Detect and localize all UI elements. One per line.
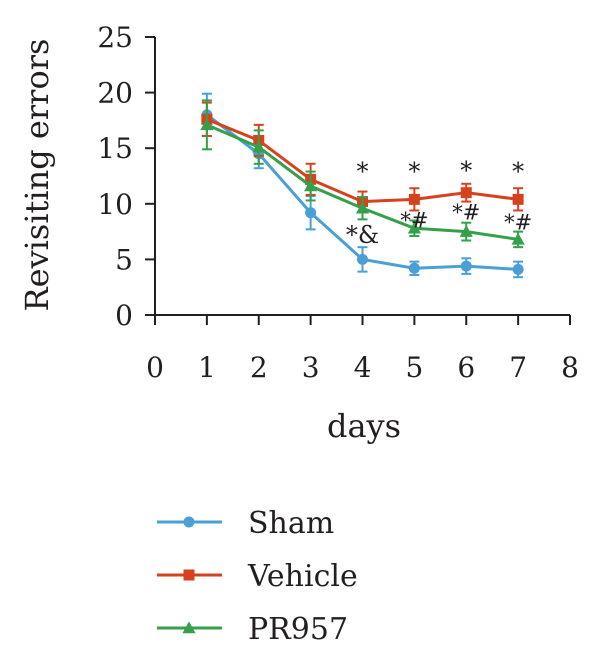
- data-point: [512, 263, 524, 275]
- y-tick-label: 15: [97, 132, 133, 165]
- legend-item-pr957: PR957: [157, 612, 348, 647]
- x-tick-label: 5: [405, 351, 423, 384]
- data-point: [512, 193, 524, 205]
- y-tick-label: 25: [97, 21, 133, 54]
- significance-annotation: *#: [400, 208, 428, 232]
- significance-annotation: *#: [452, 201, 480, 225]
- data-point: [200, 118, 214, 131]
- data-point: [459, 225, 473, 237]
- x-tick-label: 8: [561, 351, 579, 384]
- significance-annotation: *: [460, 156, 472, 184]
- significance-annotation: *#: [504, 211, 532, 235]
- x-tick-label: 0: [146, 351, 164, 384]
- y-tick-label: 20: [97, 77, 133, 110]
- data-point: [460, 187, 472, 199]
- legend-marker: [183, 516, 195, 528]
- data-point: [304, 179, 318, 192]
- significance-annotation: *: [357, 158, 369, 186]
- legend-marker: [182, 621, 196, 634]
- data-point: [355, 201, 370, 214]
- legend-label: PR957: [248, 612, 348, 647]
- legend-label: Sham: [248, 506, 334, 541]
- data-point: [357, 253, 368, 265]
- data-point: [407, 221, 421, 234]
- y-tick-label: 5: [115, 243, 133, 276]
- x-tick-label: 4: [354, 351, 372, 384]
- legend-label: Vehicle: [247, 559, 358, 594]
- legend-marker: [183, 569, 195, 581]
- x-tick-label: 3: [302, 351, 320, 384]
- y-axis-title: Revisiting errors: [18, 39, 56, 312]
- data-point: [252, 140, 266, 153]
- y-tick-label: 0: [115, 299, 133, 332]
- data-point: [511, 232, 525, 245]
- significance-annotation: *: [512, 158, 524, 186]
- legend-item-vehicle: Vehicle: [157, 559, 358, 594]
- y-tick-label: 10: [97, 188, 133, 221]
- legend-item-sham: Sham: [157, 506, 334, 541]
- data-point: [408, 262, 420, 274]
- data-point: [305, 207, 317, 219]
- series-pr957: [200, 99, 525, 249]
- significance-annotation: *: [408, 158, 420, 186]
- significance-annotation: *&: [346, 221, 379, 249]
- data-point: [408, 193, 420, 205]
- data-point: [460, 260, 472, 272]
- x-tick-label: 6: [457, 351, 475, 384]
- x-tick-label: 7: [509, 351, 527, 384]
- x-tick-label: 2: [250, 351, 268, 384]
- x-axis-title: days: [327, 407, 401, 445]
- x-tick-label: 1: [198, 351, 216, 384]
